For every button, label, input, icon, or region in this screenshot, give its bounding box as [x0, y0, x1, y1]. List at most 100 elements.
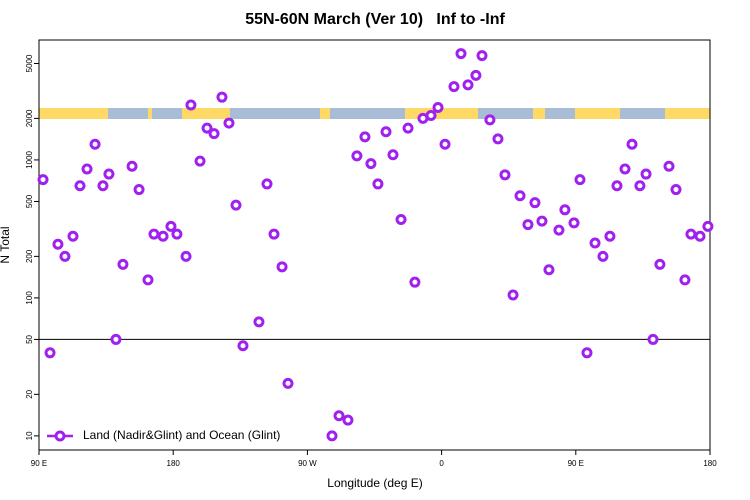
point	[670, 184, 682, 196]
point	[117, 258, 129, 270]
point	[351, 150, 363, 162]
point	[74, 180, 86, 192]
point	[387, 149, 399, 161]
point	[180, 250, 192, 262]
point	[185, 99, 197, 111]
y-tick-label: 100	[25, 291, 34, 305]
point	[499, 169, 511, 181]
point	[559, 204, 571, 216]
y-tick-label: 20	[25, 389, 34, 398]
x-tick-label: 180	[167, 459, 181, 468]
point	[654, 258, 666, 270]
x-tick-label: 90 E	[31, 459, 47, 468]
point	[640, 168, 652, 180]
point	[67, 230, 79, 242]
point	[395, 214, 407, 226]
point	[553, 224, 565, 236]
point	[604, 230, 616, 242]
point	[97, 180, 109, 192]
point	[253, 316, 265, 328]
chart-title: 55N-60N March (Ver 10) Inf to -Inf	[245, 11, 505, 28]
point	[380, 126, 392, 138]
point	[201, 122, 213, 134]
point	[529, 197, 541, 209]
ocean-strip	[330, 108, 405, 119]
y-tick-label: 200	[25, 249, 34, 263]
point	[261, 178, 273, 190]
point	[597, 250, 609, 262]
point	[365, 158, 377, 170]
point	[165, 220, 177, 232]
point	[702, 220, 714, 232]
point	[44, 347, 56, 359]
point	[110, 333, 122, 345]
point	[611, 180, 623, 192]
point	[409, 276, 421, 288]
point	[171, 228, 183, 240]
point	[568, 217, 580, 229]
point	[282, 377, 294, 389]
x-tick-label: 90 E	[568, 459, 584, 468]
point	[126, 160, 138, 172]
plot-frame	[38, 39, 711, 451]
ocean-strip	[152, 108, 182, 119]
point	[455, 48, 467, 60]
point	[237, 340, 249, 352]
point	[484, 114, 496, 126]
point	[37, 174, 49, 186]
point	[326, 430, 338, 442]
point	[581, 347, 593, 359]
x-tick-label: 0	[439, 459, 444, 468]
ocean-strip	[108, 108, 148, 119]
point	[103, 168, 115, 180]
point	[462, 79, 474, 91]
point	[663, 160, 675, 172]
point	[626, 138, 638, 150]
point	[522, 219, 534, 231]
point	[208, 128, 220, 140]
point	[448, 81, 460, 93]
point	[685, 228, 697, 240]
y-tick-label: 5000	[25, 54, 34, 72]
point	[268, 228, 280, 240]
point	[223, 117, 235, 129]
point	[694, 230, 706, 242]
point	[230, 199, 242, 211]
point	[536, 215, 548, 227]
point	[133, 184, 145, 196]
point	[574, 174, 586, 186]
point	[647, 333, 659, 345]
point	[359, 131, 371, 143]
point	[276, 261, 288, 273]
point	[194, 155, 206, 167]
point	[679, 274, 691, 286]
point	[514, 190, 526, 202]
legend-label: Land (Nadir&Glint) and Ocean (Glint)	[83, 428, 280, 442]
y-tick-label: 10	[25, 431, 34, 440]
y-tick-label: 2000	[25, 109, 34, 127]
point	[89, 138, 101, 150]
point	[589, 237, 601, 249]
point	[148, 228, 160, 240]
point	[333, 410, 345, 422]
point	[543, 264, 555, 276]
map-band	[39, 108, 710, 119]
point	[507, 289, 519, 301]
point	[142, 274, 154, 286]
y-tick-label: 1000	[25, 150, 34, 168]
point	[439, 138, 451, 150]
point	[425, 109, 437, 121]
y-axis-label: N Total	[0, 226, 12, 263]
legend-marker	[54, 430, 66, 442]
ocean-strip	[230, 108, 320, 119]
y-tick-label: 500	[25, 194, 34, 208]
point	[216, 91, 228, 103]
point	[157, 230, 169, 242]
point	[476, 50, 488, 62]
point	[470, 69, 482, 81]
x-tick-label: 90 W	[298, 459, 317, 468]
point	[402, 122, 414, 134]
point	[492, 133, 504, 145]
point	[372, 178, 384, 190]
